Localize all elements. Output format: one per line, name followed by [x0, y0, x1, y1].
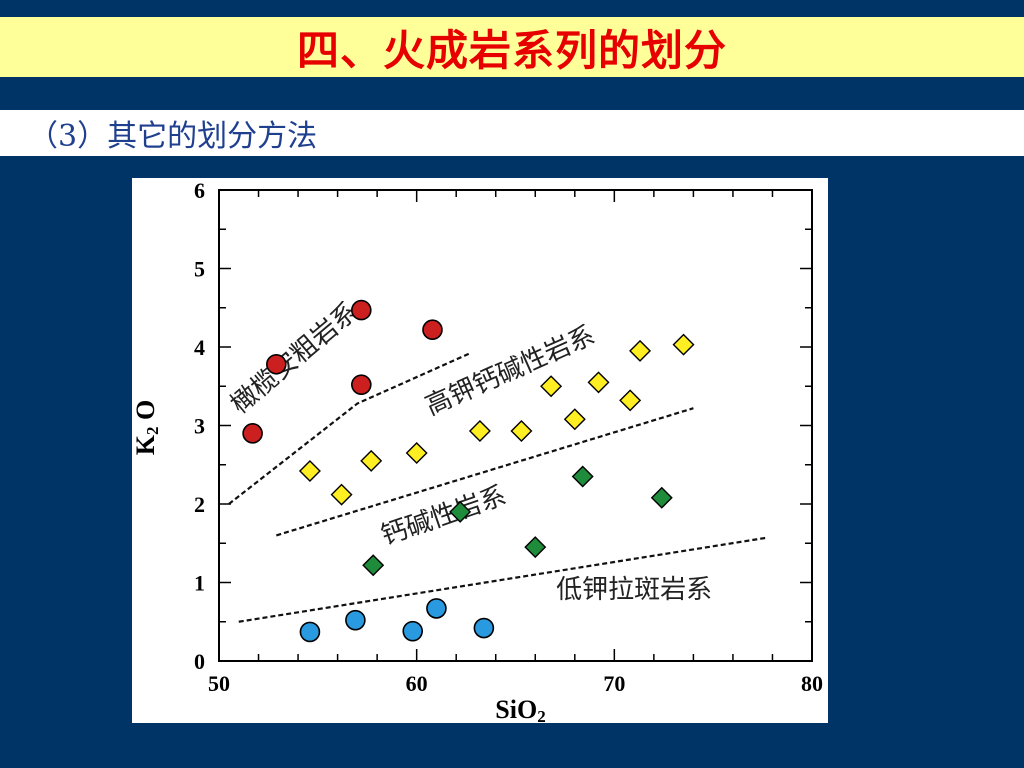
- data-point-circle: [426, 598, 447, 619]
- y-tick-label: 1: [194, 571, 205, 596]
- data-point-circle: [242, 423, 263, 444]
- data-point-diamond: [672, 333, 695, 356]
- data-point-circle: [422, 319, 443, 341]
- x-axis-label: SiO2: [495, 695, 545, 723]
- y-tick-label: 4: [194, 335, 205, 360]
- field-label: 橄榄安粗岩系: [226, 297, 365, 420]
- data-point-circle: [345, 609, 366, 631]
- y-axis-label: K2 O: [132, 400, 162, 455]
- y-tick-label: 2: [194, 492, 205, 517]
- k2o-sio2-scatter-chart: 50 60 70 80 0 1 2 3 4 5 6 SiO2 K2 O 橄榄安粗岩系 高钾钙碱性岩系钙碱性岩…: [132, 178, 823, 723]
- data-point-diamond: [540, 375, 563, 398]
- y-tick-label: 6: [194, 178, 205, 203]
- data-point-diamond: [510, 420, 533, 442]
- chart-area: 50 60 70 80 0 1 2 3 4 5 6 SiO2 K2 O 橄榄安粗岩系 高钾钙碱性岩系钙碱性岩…: [132, 178, 828, 723]
- data-point-diamond: [360, 449, 383, 472]
- y-tick-label: 3: [194, 414, 205, 439]
- y-tick-label: 0: [194, 649, 205, 674]
- data-point-diamond: [468, 420, 491, 442]
- field-label: 低钾拉斑岩系: [556, 575, 712, 605]
- data-point-diamond: [563, 408, 586, 431]
- data-point-circle: [351, 374, 372, 395]
- x-tick-label: 60: [406, 671, 428, 696]
- field-label: 钙碱性岩系: [377, 481, 510, 552]
- boundary-line-2: [276, 407, 694, 537]
- boundary-line-1: [228, 352, 471, 505]
- x-tick-label: 50: [208, 671, 230, 696]
- data-point-diamond: [587, 371, 610, 394]
- plot-frame: [218, 189, 813, 662]
- data-point-diamond: [524, 536, 547, 559]
- data-point-circle: [266, 353, 287, 375]
- data-point-diamond: [298, 460, 321, 483]
- data-point-circle: [351, 299, 372, 321]
- y-tick-label: 5: [194, 257, 205, 282]
- data-point-circle: [473, 617, 495, 639]
- boundary-line-3: [238, 536, 767, 623]
- subtitle-bar: （3）其它的划分方法: [0, 110, 1024, 156]
- data-point-diamond: [629, 339, 652, 362]
- slide-title: 四、火成岩系列的划分: [296, 25, 727, 75]
- data-point-diamond: [405, 441, 428, 464]
- data-point-diamond: [650, 486, 673, 509]
- data-point-diamond: [619, 389, 642, 412]
- data-point-circle: [402, 620, 424, 642]
- data-point-circle: [299, 621, 321, 643]
- data-point-diamond: [362, 554, 385, 577]
- data-point-diamond: [330, 483, 353, 506]
- slide-subtitle: （3）其它的划分方法: [28, 119, 318, 154]
- data-point-diamond: [571, 465, 594, 488]
- x-tick-label: 70: [603, 671, 625, 696]
- data-point-diamond: [449, 500, 472, 523]
- x-tick-label: 80: [801, 671, 823, 696]
- field-label: 高钾钙碱性岩系: [421, 320, 599, 421]
- title-bar: 四、火成岩系列的划分: [0, 17, 1024, 77]
